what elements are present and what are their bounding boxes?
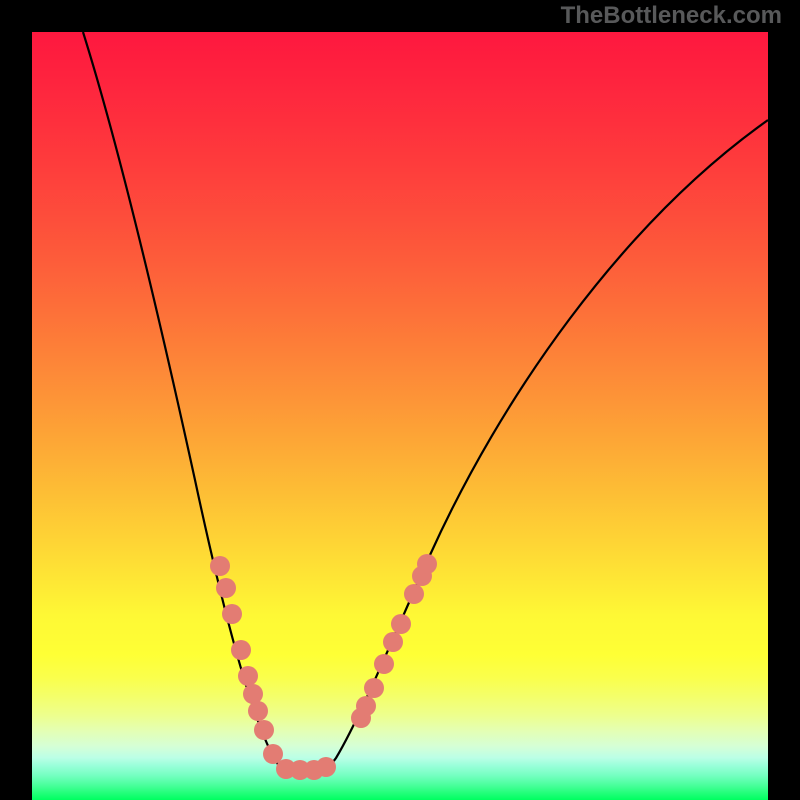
curve-marker-valley-3 — [316, 757, 336, 777]
watermark-text: TheBottleneck.com — [561, 2, 782, 30]
curve-marker-right-6 — [404, 584, 424, 604]
curve-marker-right-5 — [391, 614, 411, 634]
curve-marker-left-2 — [222, 604, 242, 624]
plot-svg — [0, 0, 800, 800]
curve-marker-right-3 — [374, 654, 394, 674]
curve-marker-right-2 — [364, 678, 384, 698]
curve-marker-left-1 — [216, 578, 236, 598]
curve-marker-left-3 — [231, 640, 251, 660]
gradient-background — [32, 32, 768, 800]
curve-marker-left-0 — [210, 556, 230, 576]
curve-marker-right-1 — [356, 696, 376, 716]
curve-marker-right-4 — [383, 632, 403, 652]
curve-marker-left-7 — [254, 720, 274, 740]
curve-marker-left-4 — [238, 666, 258, 686]
curve-marker-left-6 — [248, 701, 268, 721]
curve-marker-right-8 — [417, 554, 437, 574]
